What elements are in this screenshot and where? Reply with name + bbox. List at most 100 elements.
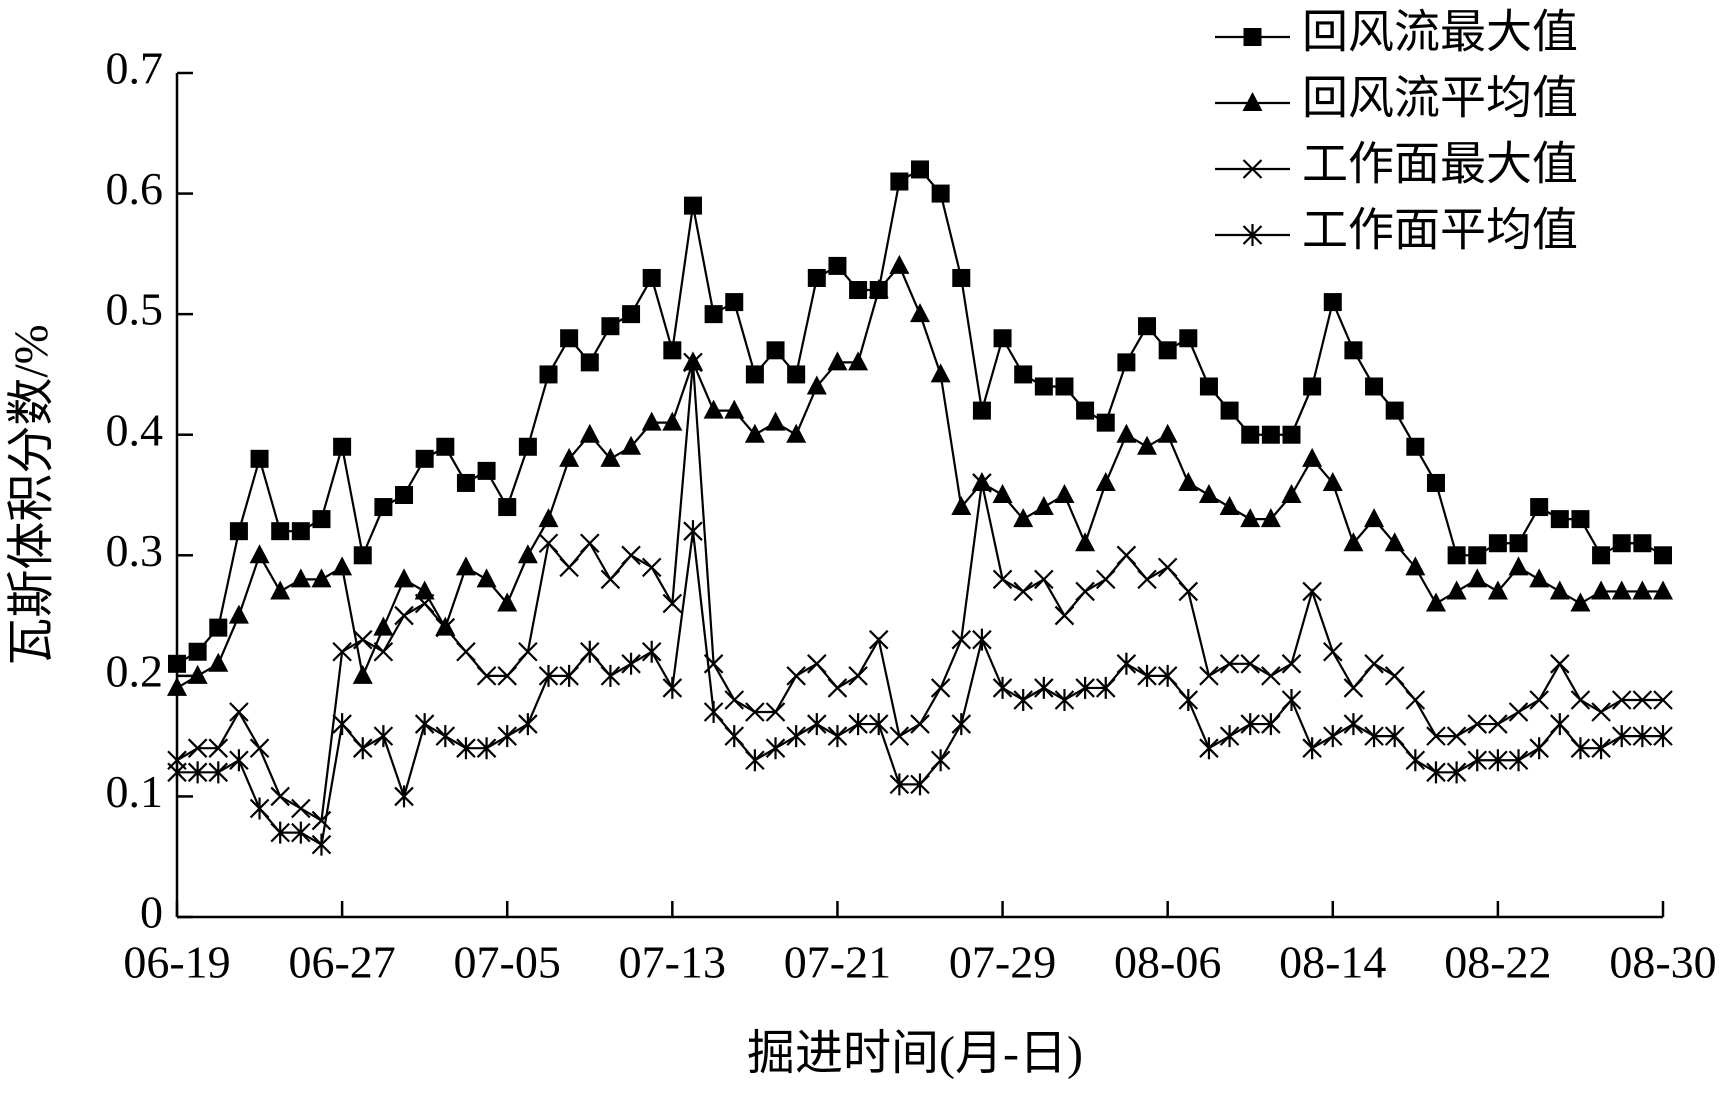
point — [167, 676, 187, 696]
point — [868, 629, 889, 650]
y-axis-label: 瓦斯体积分数/% — [5, 324, 58, 665]
point — [621, 545, 641, 566]
point — [291, 821, 311, 844]
legend-label: 回风流最大值 — [1302, 7, 1578, 58]
point — [1054, 484, 1075, 503]
point — [249, 738, 270, 758]
y-tick-label: 0.7 — [106, 43, 164, 94]
point — [1241, 425, 1260, 444]
point — [559, 664, 579, 687]
point — [1365, 377, 1384, 396]
point — [1157, 423, 1178, 443]
point — [208, 761, 229, 784]
point — [1405, 749, 1426, 772]
point — [889, 726, 910, 746]
point — [786, 666, 806, 686]
point — [1178, 471, 1199, 491]
point — [579, 423, 600, 443]
point — [724, 399, 745, 419]
x-tick-label: 06-27 — [288, 937, 395, 988]
point — [1591, 737, 1611, 760]
point — [683, 520, 703, 543]
point — [229, 522, 248, 541]
point — [930, 678, 951, 698]
point — [1240, 654, 1260, 674]
point — [580, 533, 600, 554]
point — [580, 640, 600, 663]
legend-marker — [1242, 224, 1263, 246]
x-axis-label: 掘进时间(月-日) — [747, 1027, 1083, 1080]
point — [1116, 652, 1137, 675]
point — [889, 254, 910, 274]
point — [1488, 749, 1508, 772]
y-tick-label: 0.1 — [106, 766, 164, 817]
point — [1633, 534, 1652, 553]
point — [167, 761, 187, 784]
point — [311, 568, 332, 588]
point — [1322, 471, 1343, 491]
point — [1467, 568, 1488, 588]
point — [1199, 737, 1219, 760]
point — [580, 353, 599, 372]
point — [435, 725, 456, 748]
point — [786, 423, 807, 443]
legend-label: 回风流平均值 — [1302, 73, 1578, 124]
point — [1488, 534, 1507, 553]
point — [1654, 546, 1672, 565]
point — [807, 268, 826, 287]
point — [352, 737, 373, 760]
point — [1508, 702, 1529, 722]
point — [1014, 365, 1033, 384]
point — [250, 449, 269, 468]
point — [952, 268, 971, 287]
point — [1405, 556, 1426, 576]
x-tick-label: 07-13 — [619, 937, 726, 988]
point — [1570, 737, 1591, 760]
point — [951, 713, 972, 736]
point — [456, 641, 476, 662]
y-tick-label: 0.2 — [106, 645, 164, 696]
point — [1529, 568, 1550, 588]
point — [270, 786, 290, 807]
point — [455, 556, 476, 576]
point — [394, 605, 414, 626]
point — [1384, 725, 1405, 748]
point — [291, 798, 311, 819]
point — [1075, 676, 1095, 699]
point — [1282, 425, 1301, 444]
point — [992, 676, 1013, 699]
point — [208, 738, 229, 758]
point — [827, 351, 848, 371]
point — [352, 629, 373, 650]
point — [373, 616, 394, 636]
point — [972, 401, 991, 420]
point — [187, 664, 208, 684]
point — [352, 664, 373, 684]
point — [1054, 688, 1075, 711]
point — [1530, 498, 1549, 517]
point — [910, 773, 930, 796]
point — [931, 184, 950, 203]
x-tick-label: 07-21 — [784, 937, 891, 988]
point — [1343, 713, 1364, 736]
point — [600, 447, 621, 467]
point — [1591, 580, 1612, 600]
point — [1117, 353, 1136, 372]
point — [228, 604, 249, 624]
point — [517, 544, 538, 564]
point — [538, 664, 559, 687]
point — [1343, 532, 1364, 552]
point — [1323, 641, 1343, 662]
point — [1570, 592, 1591, 612]
point — [724, 725, 745, 748]
point — [1550, 654, 1570, 674]
point — [1054, 605, 1075, 626]
point — [992, 484, 1013, 503]
point — [1446, 580, 1467, 600]
point — [229, 702, 249, 722]
point — [373, 641, 394, 662]
point — [209, 618, 228, 637]
y-tick-label: 0.4 — [106, 404, 164, 455]
point — [806, 375, 827, 395]
point — [1076, 401, 1095, 420]
